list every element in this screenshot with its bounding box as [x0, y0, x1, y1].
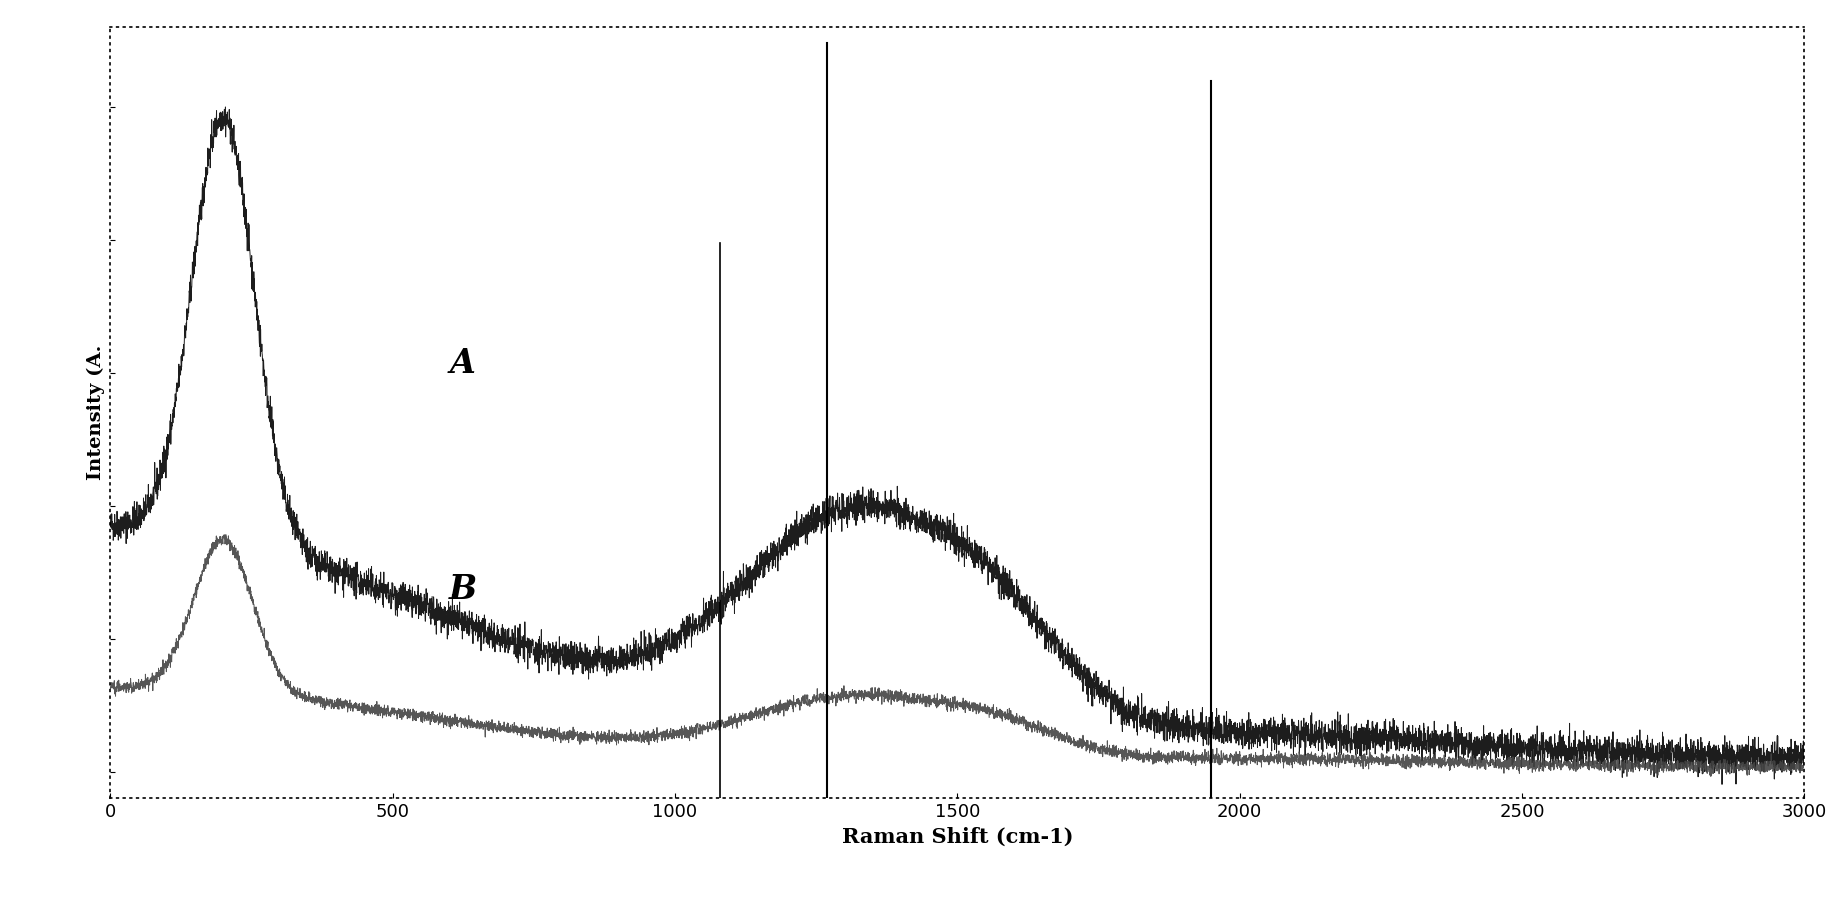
Y-axis label: Intensity (A.: Intensity (A.: [87, 345, 105, 481]
Text: B: B: [449, 573, 477, 606]
X-axis label: Raman Shift (cm-1): Raman Shift (cm-1): [841, 826, 1073, 846]
Text: A: A: [449, 346, 475, 380]
